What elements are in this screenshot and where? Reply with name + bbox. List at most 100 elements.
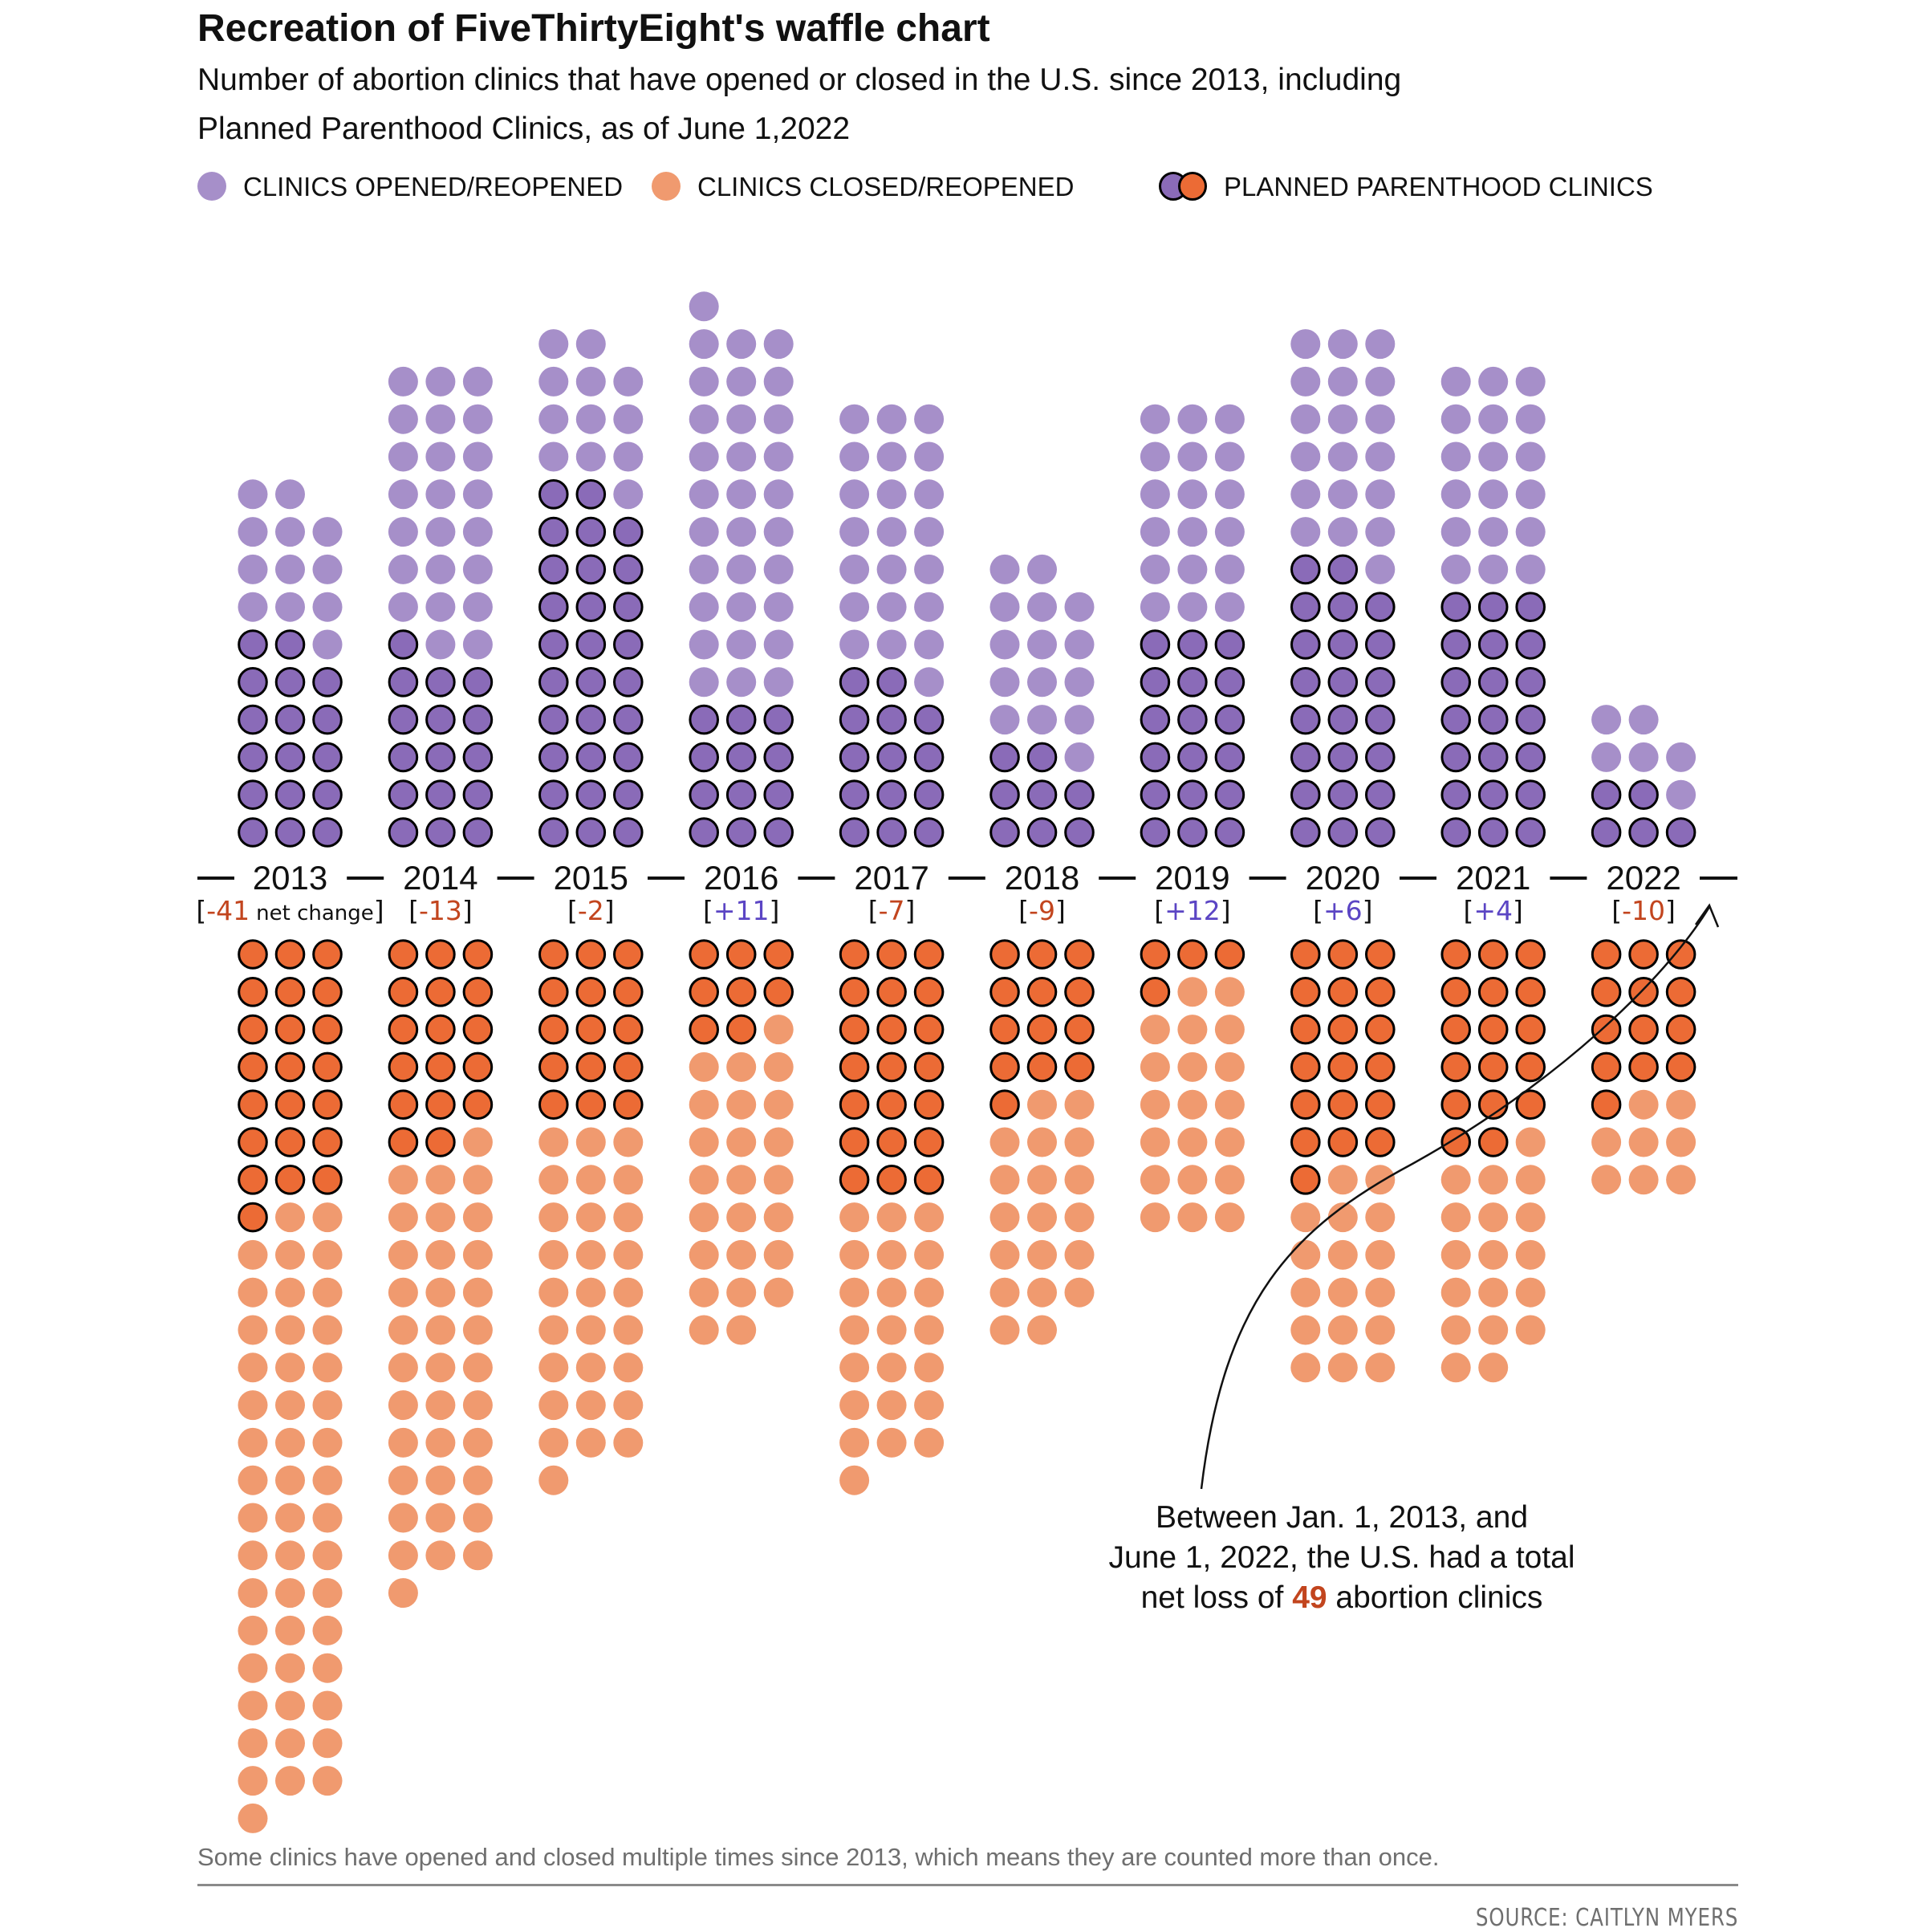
opened-dot [689, 329, 719, 360]
opened-dot [275, 592, 305, 622]
closed-dot [689, 1239, 719, 1270]
opened-pp-dot [613, 516, 644, 547]
closed-dot [1027, 1165, 1057, 1195]
opened-dot [613, 366, 644, 397]
closed-pp-dot [425, 977, 456, 1007]
closed-dot [914, 1202, 945, 1233]
opened-pp-dot [1591, 817, 1622, 848]
closed-dot [275, 1653, 305, 1683]
closed-pp-dot [575, 977, 607, 1007]
closed-dot [238, 1427, 268, 1458]
opened-dot [1027, 554, 1057, 584]
closed-dot [1290, 1202, 1321, 1233]
closed-pp-dot [425, 1014, 456, 1045]
opened-pp-dot [1365, 629, 1396, 660]
closed-pp-dot [238, 1165, 268, 1195]
opened-dot [1327, 441, 1358, 472]
year-label: 2015 [554, 859, 628, 897]
opened-dot [238, 479, 268, 510]
closed-pp-dot [238, 1051, 268, 1083]
opened-pp-dot [1327, 742, 1359, 773]
opened-dot [1327, 366, 1358, 397]
closed-dot [1140, 1127, 1170, 1157]
opened-pp-dot [725, 742, 757, 773]
closed-dot [1591, 1127, 1622, 1157]
closed-dot [275, 1728, 305, 1759]
closed-dot [1177, 1089, 1208, 1120]
closed-dot [1515, 1239, 1546, 1270]
closed-dot [312, 1503, 343, 1533]
opened-pp-dot [876, 667, 907, 698]
year-label: 2021 [1456, 859, 1530, 897]
opened-dot [1290, 517, 1321, 547]
opened-dot [1027, 705, 1057, 735]
closed-pp-dot [839, 1089, 870, 1120]
opened-dot [1177, 517, 1208, 547]
opened-dot [1440, 479, 1471, 510]
opened-pp-dot [1327, 629, 1359, 660]
closed-dot [575, 1390, 606, 1421]
closed-pp-dot [876, 939, 907, 970]
opened-pp-dot [1477, 667, 1509, 698]
closed-dot [613, 1239, 644, 1270]
opened-dot [1214, 517, 1245, 547]
closed-pp-dot [538, 939, 569, 970]
closed-pp-dot [913, 1165, 945, 1195]
year-label: 2013 [253, 859, 327, 897]
closed-pp-dot [725, 939, 757, 970]
opened-pp-dot [1214, 742, 1245, 773]
closed-dot [538, 1202, 569, 1233]
closed-dot [689, 1277, 719, 1308]
closed-dot [989, 1165, 1020, 1195]
closed-dot [238, 1390, 268, 1421]
opened-pp-dot [462, 704, 494, 735]
opened-dot [425, 554, 456, 584]
closed-dot [388, 1352, 418, 1383]
opened-pp-dot [1477, 592, 1509, 623]
opened-pp-dot [1214, 779, 1245, 811]
opened-dot [538, 366, 569, 397]
closed-pp-dot [613, 1051, 644, 1083]
opened-pp-dot [725, 779, 757, 811]
opened-pp-dot [1177, 667, 1208, 698]
opened-dot [388, 479, 418, 510]
closed-pp-dot [1064, 1014, 1095, 1045]
closed-dot [575, 1127, 606, 1157]
opened-pp-dot [575, 817, 607, 848]
opened-pp-dot [1177, 817, 1208, 848]
closed-pp-dot [274, 1051, 306, 1083]
opened-dot [1290, 479, 1321, 510]
opened-dot [689, 291, 719, 322]
opened-pp-dot [1327, 779, 1359, 811]
closed-dot [538, 1465, 569, 1495]
opened-dot [763, 667, 794, 698]
closed-dot [1140, 1165, 1170, 1195]
closed-dot [388, 1427, 418, 1458]
closed-dot [275, 1578, 305, 1609]
opened-dot [1365, 329, 1396, 360]
opened-pp-dot [1026, 779, 1058, 811]
closed-dot [275, 1277, 305, 1308]
closed-dot [575, 1315, 606, 1345]
closed-pp-dot [1477, 939, 1509, 970]
opened-pp-dot [575, 554, 607, 585]
year-column-2020 [1290, 329, 1396, 1383]
opened-dot [1440, 517, 1471, 547]
closed-dot [238, 1277, 268, 1308]
opened-dot [839, 404, 870, 434]
opened-dot [462, 629, 493, 660]
opened-pp-dot [425, 817, 456, 848]
opened-dot [1515, 479, 1546, 510]
closed-dot [462, 1390, 493, 1421]
opened-pp-dot [913, 779, 945, 811]
closed-pp-dot [1327, 977, 1359, 1007]
opened-pp-dot [1515, 629, 1546, 660]
closed-pp-dot [839, 939, 870, 970]
opened-dot [1214, 404, 1245, 434]
closed-dot [1140, 1202, 1170, 1233]
opened-dot [1064, 592, 1095, 622]
closed-dot [388, 1202, 418, 1233]
closed-pp-dot [1365, 977, 1396, 1007]
closed-dot [763, 1239, 794, 1270]
